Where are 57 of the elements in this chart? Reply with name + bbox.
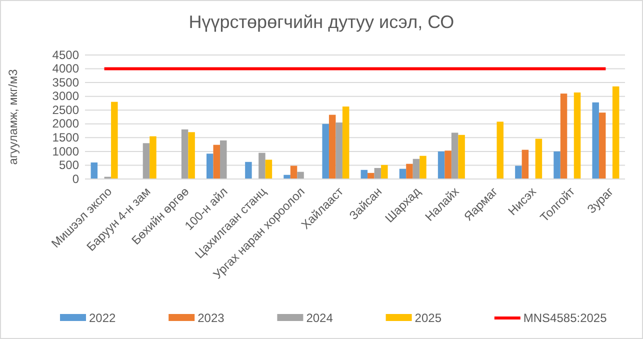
bar [297, 172, 304, 179]
bar [142, 143, 150, 179]
legend-label: 2024 [306, 311, 334, 325]
bar [368, 172, 374, 179]
y-tick-label: 1000 [52, 144, 80, 158]
bar [111, 102, 118, 179]
bar [90, 162, 98, 179]
bar [444, 150, 452, 179]
bar [412, 158, 420, 179]
y-tick-label: 500 [58, 158, 80, 172]
bar [458, 134, 465, 179]
y-tick-label: 4500 [52, 48, 80, 62]
bar [515, 166, 522, 179]
bar [181, 129, 188, 179]
bar [206, 154, 214, 179]
y-axis-title: агууламж, мкг/м3 [6, 68, 20, 165]
y-tick-label: 0 [72, 172, 80, 186]
bar [290, 166, 298, 179]
bar [522, 150, 529, 179]
bar [451, 132, 458, 179]
bar [420, 156, 426, 179]
bar [265, 160, 272, 179]
bar [213, 144, 220, 179]
bar [554, 151, 560, 179]
bar [342, 106, 350, 179]
y-tick-label: 3500 [52, 75, 80, 90]
bar [574, 92, 581, 179]
bar [592, 102, 599, 179]
bar [360, 170, 368, 179]
bar [560, 94, 568, 179]
bar [258, 152, 266, 179]
bar [612, 86, 620, 179]
bar [150, 136, 156, 179]
bar [406, 164, 413, 179]
legend-label: 2022 [89, 311, 116, 325]
bar [399, 168, 406, 179]
y-tick-label: 3000 [52, 89, 80, 104]
y-tick-label: 2000 [52, 116, 80, 131]
legend-label: 2025 [414, 311, 442, 325]
bar [336, 122, 342, 179]
legend-label: MNS4585:2025 [523, 311, 608, 325]
y-tick-label: 4000 [52, 62, 80, 76]
bar [220, 140, 227, 179]
bar [438, 151, 445, 179]
bar [188, 132, 195, 179]
bar [535, 138, 542, 179]
y-tick-label: 1500 [52, 130, 80, 145]
chart-title: Нүүрстөрөгчийн дутуу исэл, СО [188, 12, 454, 32]
bar [496, 122, 504, 179]
bar [374, 168, 382, 179]
bar [322, 124, 329, 179]
bar [328, 114, 336, 179]
legend-label: 2023 [198, 311, 225, 325]
bar [381, 164, 388, 179]
bar [598, 112, 606, 179]
y-tick-label: 2500 [52, 102, 80, 117]
bar [245, 162, 252, 179]
